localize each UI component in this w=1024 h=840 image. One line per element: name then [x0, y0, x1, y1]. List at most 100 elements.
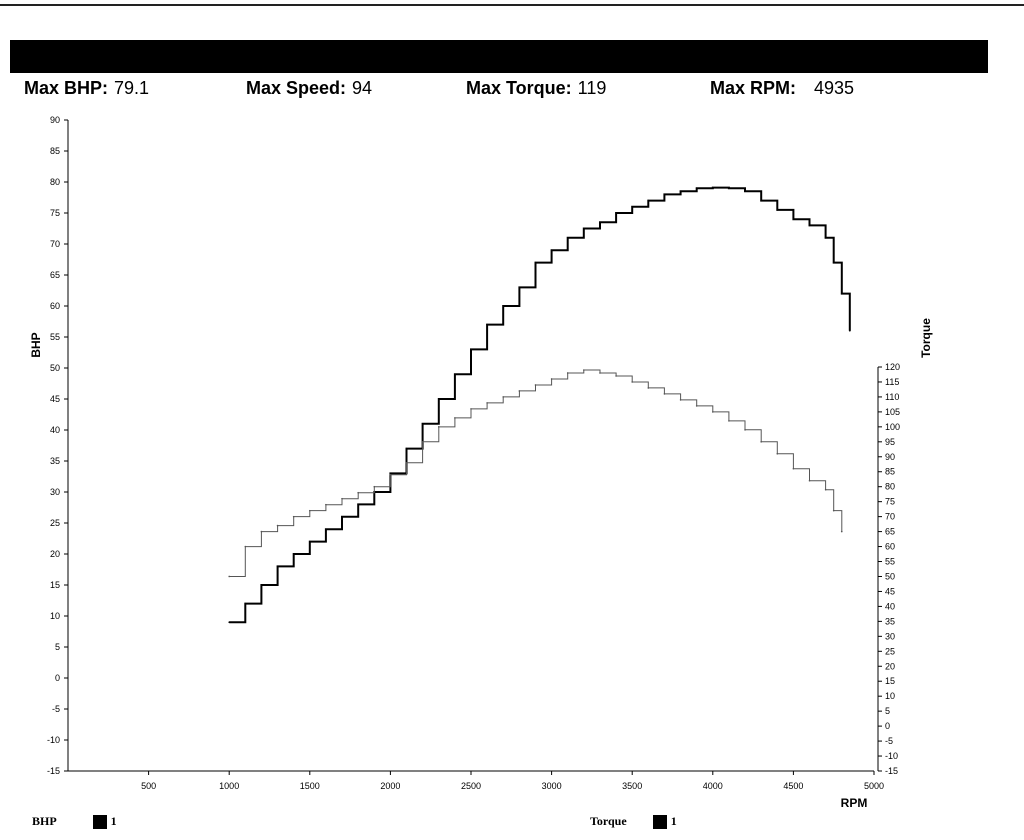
torque-data-point	[712, 411, 714, 413]
y-axis-label: BHP	[29, 332, 43, 357]
bhp-data-point	[583, 227, 585, 230]
max-speed-stat: Max Speed: 94	[246, 78, 372, 99]
max-torque-label: Max Torque:	[466, 78, 572, 98]
y2-tick-label: 55	[885, 557, 895, 567]
torque-data-point	[341, 497, 343, 500]
x-axis-label: RPM	[841, 796, 868, 810]
bhp-data-point	[421, 423, 424, 425]
y-tick-label: -10	[47, 735, 60, 745]
max-speed-value: 94	[352, 78, 373, 98]
bhp-data-point	[228, 621, 230, 623]
y-tick-label: 75	[50, 208, 60, 218]
bhp-data-point	[518, 286, 521, 289]
y2-tick-label: 70	[885, 512, 895, 522]
bhp-data-point	[470, 348, 472, 351]
y2-axis-label: Torque	[919, 318, 933, 358]
bhp-data-point	[808, 224, 811, 227]
y2-tick-label: 15	[885, 676, 895, 686]
y2-tick-label: 10	[885, 691, 895, 701]
torque-data-point	[840, 530, 843, 533]
torque-data-point	[228, 575, 230, 578]
y2-tick-label: 90	[885, 452, 895, 462]
torque-data-point	[550, 378, 553, 380]
torque-data-point	[744, 429, 746, 431]
bhp-data-point	[840, 292, 843, 295]
y2-tick-label: 60	[885, 542, 895, 552]
y-tick-label: 45	[50, 394, 60, 404]
bhp-data-point	[341, 516, 343, 518]
torque-data-point	[486, 402, 488, 404]
series-group	[228, 186, 851, 624]
torque-data-point	[647, 387, 650, 389]
axes-group: -15-10-505101520253035404550556065707580…	[47, 115, 900, 791]
y-tick-label: 65	[50, 270, 60, 280]
y-tick-label: 70	[50, 239, 60, 249]
bhp-data-point	[599, 221, 601, 224]
y2-tick-label: 20	[885, 661, 895, 671]
bhp-data-point	[437, 398, 440, 400]
y2-tick-label: 95	[885, 437, 895, 447]
torque-data-point	[325, 503, 327, 506]
y2-tick-label: 120	[885, 362, 900, 372]
torque-series-line	[229, 369, 843, 577]
torque-data-point	[454, 417, 456, 419]
bhp-data-point	[615, 212, 617, 214]
y2-tick-label: 110	[885, 392, 899, 402]
bhp-data-point	[534, 261, 537, 264]
torque-data-point	[631, 381, 633, 383]
y2-tick-label: 40	[885, 601, 895, 611]
bhp-data-point	[454, 373, 456, 376]
bhp-data-point	[260, 584, 263, 586]
bhp-data-point	[679, 190, 682, 193]
bhp-data-point	[849, 330, 851, 332]
y-tick-label: 85	[50, 146, 60, 156]
torque-data-point	[244, 545, 247, 548]
torque-data-point	[502, 396, 505, 398]
y2-tick-label: -5	[885, 736, 893, 746]
legend-torque-swatch	[652, 814, 667, 829]
bhp-data-point	[776, 209, 779, 211]
x-tick-label: 5000	[864, 781, 884, 791]
torque-data-point	[808, 479, 811, 482]
bhp-data-point	[389, 472, 392, 475]
bhp-data-point	[728, 187, 730, 189]
torque-data-point	[437, 426, 440, 428]
y2-tick-label: -10	[885, 751, 898, 761]
bhp-data-point	[744, 190, 746, 193]
torque-data-point	[276, 524, 279, 527]
y2-tick-label: 5	[885, 706, 890, 716]
max-rpm-value: 4935	[814, 78, 855, 98]
x-tick-label: 4000	[703, 781, 723, 791]
bhp-data-point	[631, 206, 633, 208]
x-tick-label: 3000	[542, 781, 562, 791]
torque-data-point	[832, 509, 835, 512]
y-tick-label: 30	[50, 487, 60, 497]
torque-data-point	[292, 515, 295, 518]
legend-torque-run: 1	[670, 814, 677, 828]
torque-data-point	[566, 372, 569, 374]
bhp-data-point	[309, 540, 311, 543]
max-torque-value: 119	[577, 78, 607, 98]
y2-tick-label: 45	[885, 586, 895, 596]
bhp-data-point	[405, 447, 408, 450]
y-tick-label: 20	[50, 549, 60, 559]
torque-data-point	[760, 441, 762, 443]
bhp-data-point	[325, 528, 327, 530]
y-tick-label: 25	[50, 518, 60, 528]
y2-tick-label: 65	[885, 527, 895, 537]
torque-data-point	[260, 530, 263, 533]
bhp-data-point	[824, 237, 827, 239]
y-tick-label: 50	[50, 363, 60, 373]
y2-tick-label: 35	[885, 616, 895, 626]
bhp-series-line	[229, 186, 851, 624]
bhp-data-point	[292, 553, 295, 555]
torque-data-point	[470, 408, 472, 410]
torque-data-point	[309, 509, 311, 512]
bhp-data-point	[712, 186, 714, 189]
y2-tick-label: 105	[885, 407, 900, 417]
torque-data-point	[357, 491, 359, 494]
torque-data-point	[389, 473, 392, 476]
torque-data-point	[599, 372, 601, 374]
legend-bhp-label: BHP	[32, 814, 57, 828]
